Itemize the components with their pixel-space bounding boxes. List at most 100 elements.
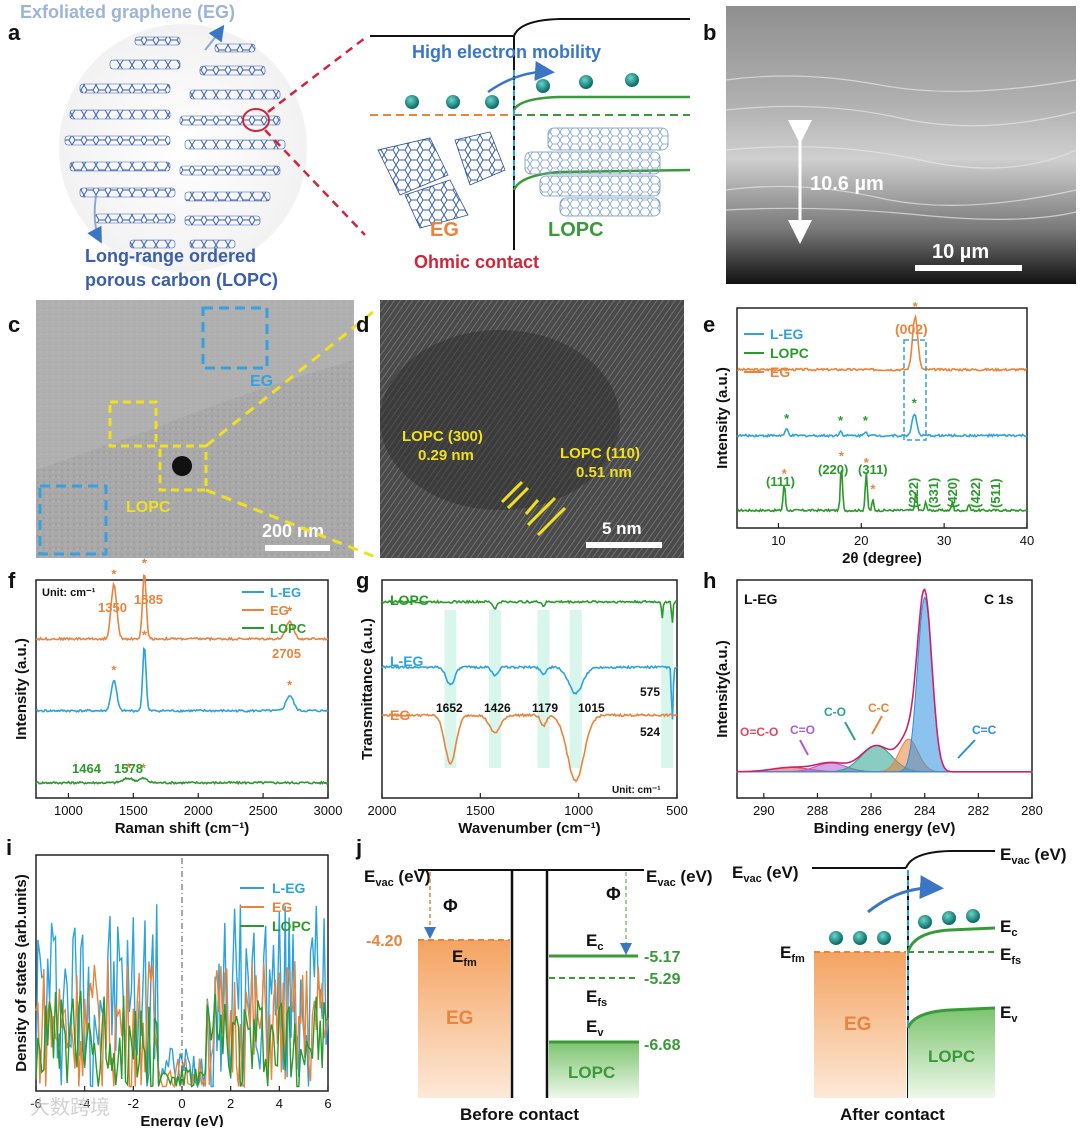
x-tick-label-h: 284 (914, 803, 936, 818)
x-axis-title-g: Wavenumber (cm⁻¹) (458, 820, 600, 837)
x-tick-label-g: 2000 (368, 803, 397, 818)
zoom-line-c2 (205, 488, 379, 560)
efm-after-label: Efm (780, 943, 805, 965)
peak-star-f: * (111, 566, 117, 581)
peak-star-f: * (111, 662, 117, 677)
ev-after-label: Ev (1000, 1003, 1018, 1025)
x-tick-label-h: 288 (807, 803, 829, 818)
watermark: 大数跨境 (30, 1096, 110, 1119)
eg-arrow (204, 24, 225, 51)
xps-sample: L-EG (744, 591, 778, 607)
eg-block (418, 940, 510, 1098)
x-tick-label-f: 2000 (184, 803, 213, 818)
panel-h-letter: h (703, 568, 716, 593)
plot-frame-e (736, 307, 1028, 529)
val-668: -6.68 (644, 1037, 681, 1054)
peak-star-e: * (913, 299, 919, 314)
mobility-arrow (487, 61, 555, 94)
ev-label: Ev (586, 1017, 604, 1039)
legend-i: L-EG EG LOPC (240, 880, 311, 934)
legend-i-eg: EG (272, 899, 292, 915)
ftir-1179: 1179 (532, 701, 558, 715)
bond-cc: C-C (868, 701, 890, 715)
panel-f: f 1000 1500 2000 2500 3000 Raman shift (cm⁻¹)… (8, 555, 342, 837)
bond-ococ: O=C-O (740, 725, 778, 739)
eg-label-a: EG (430, 219, 459, 241)
x-tick-label-i: 6 (324, 1096, 331, 1111)
raman-1464: 1464 (72, 761, 102, 776)
series-line-f-eg (35, 574, 329, 642)
legend-e: L-EG LOPC EG (744, 326, 809, 380)
miller-331: (331) (926, 478, 941, 508)
panel-a: a Exfoliated graphene (EG) Long-range or… (8, 2, 691, 290)
panel-d-letter: d (356, 312, 369, 337)
evac-after-left: Evac (eV) (732, 863, 799, 885)
legend-i-lopc: LOPC (272, 918, 311, 934)
phi-lopc: Φ (606, 884, 621, 904)
series-line-f-lopc (35, 776, 329, 786)
peak-star-f: * (142, 627, 148, 642)
ev-after (906, 1006, 996, 1029)
ftir-band-highlight (661, 610, 674, 768)
x-tick-label-e: 40 (1020, 533, 1034, 548)
val-517: -5.17 (644, 949, 681, 966)
peak-star-e: * (863, 413, 869, 428)
peak-star-f: * (141, 760, 147, 775)
zoom-line-c1 (205, 306, 379, 448)
legend-i-leg: L-EG (272, 880, 306, 896)
bond-co-double: C=O (790, 723, 815, 737)
lopc-box-1 (108, 400, 158, 448)
eg-box-top (201, 306, 269, 370)
graphene-layers (64, 36, 286, 249)
tem-particle (172, 456, 192, 476)
lopc-label-c: LOPC (126, 499, 171, 516)
peak-star-e: * (838, 413, 844, 428)
ftir-band-highlight (537, 610, 550, 768)
plot-area-i: -6 -4 -2 0 2 4 6 Energy (eV) Density of states (… (13, 874, 332, 1130)
y-axis-title-h: Intensity(a.u.) (714, 640, 731, 738)
raman-peak-labels: 1350 1585 2705 1464 1578 (72, 592, 301, 776)
panel-j-letter: j (355, 835, 362, 860)
x-tick-label-f: 1500 (119, 803, 148, 818)
hrtem-dark (380, 330, 620, 510)
ftir-series-labels: LOPC L-EG EG (390, 592, 429, 723)
peak-star-f: * (287, 603, 293, 618)
eg-label-c: EG (250, 373, 273, 390)
peak-star-e: * (784, 411, 790, 426)
peak-002-label: (002) (895, 321, 928, 337)
lattice-markers (500, 480, 567, 537)
unit-f: Unit: cm⁻¹ (42, 587, 96, 599)
eg-box-bottom (38, 484, 108, 556)
x-axis-title-i: Energy (eV) (140, 1113, 223, 1127)
unit-g: Unit: cm⁻¹ (612, 785, 661, 796)
panel-e-letter: e (703, 312, 715, 337)
after-contact-label: After contact (840, 1105, 945, 1124)
lopc-block-after (908, 1008, 995, 1098)
series-line-e-eg (736, 313, 1028, 373)
ftir-575: 575 (640, 685, 660, 699)
thickness-label: 10.6 µm (810, 173, 884, 195)
lopc-flakes (524, 127, 669, 217)
x-axis-title-e: 2θ (degree) (842, 550, 922, 567)
panel-c: c EG LOPC 200 nm (8, 300, 379, 560)
panel-g-letter: g (356, 568, 369, 593)
evac-after-lopc (905, 850, 995, 869)
x-tick-label-i: -4 (79, 1096, 91, 1111)
lopc-title-1: Long-range ordered (85, 246, 256, 266)
x-tick-label-h: 290 (753, 803, 775, 818)
legend-f: L-EG EG LOPC (242, 585, 307, 636)
legend-f-leg: L-EG (270, 585, 301, 600)
series-line-g-lopc (381, 599, 678, 623)
eg-flakes (377, 131, 506, 229)
xps-component-C=C (736, 596, 1033, 773)
panel-a-letter: a (8, 20, 21, 45)
legend-e-leg: L-EG (770, 326, 804, 342)
panel-h: h 290 288 286 284 282 280 Binding energy (eV) I… (703, 568, 1043, 837)
val-420: -4.20 (366, 933, 403, 950)
evac-left-label: Evac (eV) (364, 867, 431, 889)
lopc-block (549, 1042, 639, 1098)
xps-orbital: C 1s (984, 591, 1014, 607)
